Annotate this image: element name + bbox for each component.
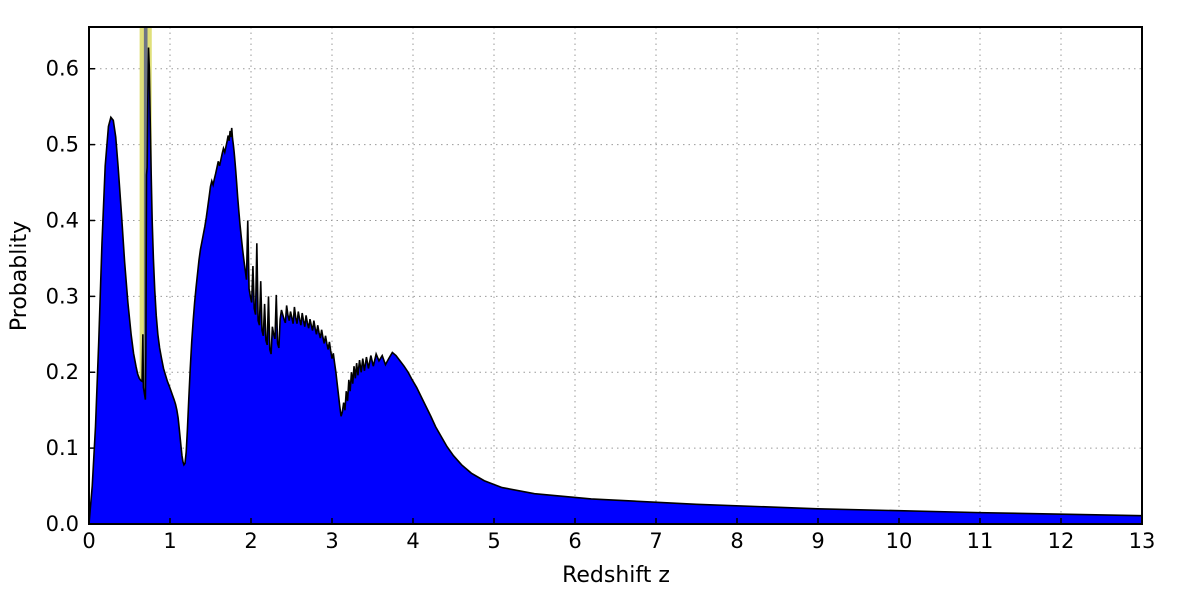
x-tick-label: 12 bbox=[1048, 529, 1075, 553]
axis-ticks bbox=[88, 67, 1143, 525]
x-tick-label: 13 bbox=[1129, 529, 1156, 553]
y-tick-label: 0.6 bbox=[46, 57, 79, 81]
probability-fill bbox=[89, 47, 1142, 525]
x-tick-label: 6 bbox=[568, 529, 581, 553]
y-tick-label: 0.1 bbox=[46, 436, 79, 460]
y-tick-label: 0.2 bbox=[46, 360, 79, 384]
y-tick-label: 0.4 bbox=[46, 208, 79, 232]
x-tick-label: 0 bbox=[82, 529, 95, 553]
y-tick-label: 0.3 bbox=[46, 284, 79, 308]
x-axis-title: Redshift z bbox=[562, 563, 670, 588]
y-tick-label: 0.0 bbox=[46, 512, 79, 536]
axis-tick-labels: 0 1 2 3 4 5 6 7 8 9 10 11 12 130.00.10.20.30.40.50.6 bbox=[46, 57, 1156, 553]
x-tick-label: 3 bbox=[325, 529, 338, 553]
data-area-series bbox=[88, 47, 1143, 525]
x-tick-label: 5 bbox=[487, 529, 500, 553]
y-tick-label: 0.5 bbox=[46, 133, 79, 157]
x-tick-label: 9 bbox=[811, 529, 824, 553]
x-tick-label: 1 bbox=[163, 529, 176, 553]
probability-outline bbox=[88, 47, 1143, 525]
x-tick-label: 4 bbox=[406, 529, 419, 553]
x-tick-label: 8 bbox=[730, 529, 743, 553]
x-tick-label: 2 bbox=[244, 529, 257, 553]
y-axis-title: Probablity bbox=[7, 221, 32, 331]
x-tick-label: 7 bbox=[649, 529, 662, 553]
axes-frame bbox=[88, 26, 1143, 525]
x-tick-label: 11 bbox=[967, 529, 994, 553]
x-tick-label: 10 bbox=[886, 529, 913, 553]
